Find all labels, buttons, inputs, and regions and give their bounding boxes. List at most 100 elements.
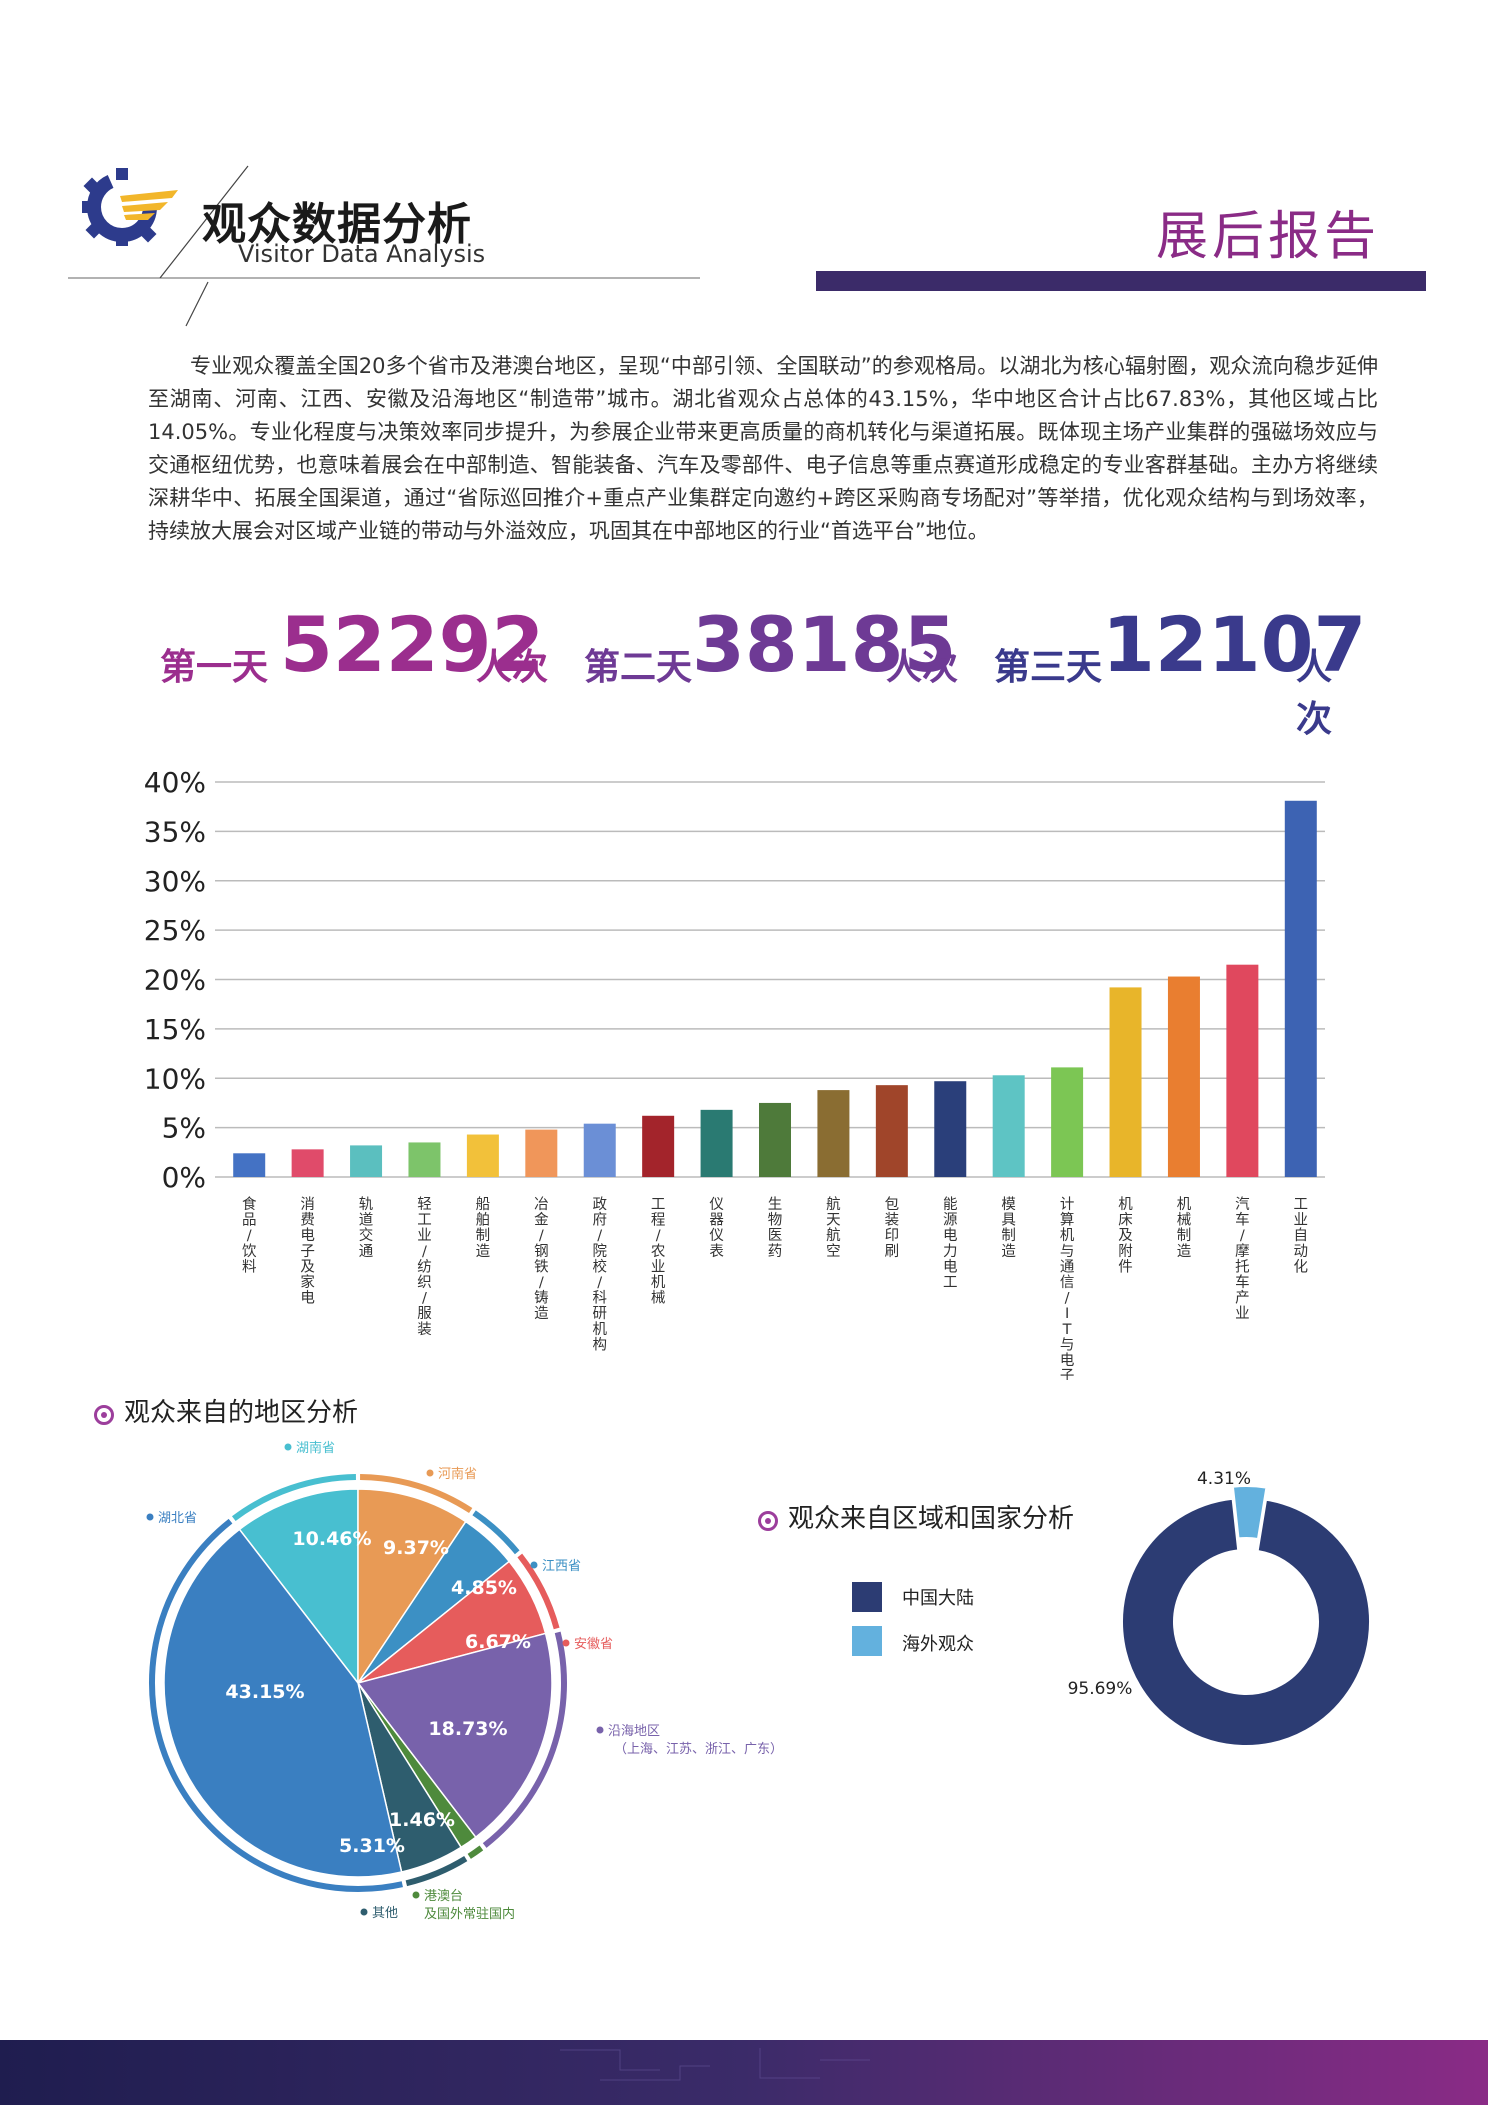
day3-unit: 人次 (1296, 647, 1333, 740)
pie-category-label: 湖北省 (158, 1511, 197, 1526)
x-tick-label: 能源电力电工 (943, 1196, 958, 1291)
pie-category-label: 湖南省 (296, 1440, 335, 1456)
pie-outer-ring (149, 1518, 403, 1892)
y-tick-label: 10% (144, 1062, 206, 1095)
page-subtitle: Visitor Data Analysis (238, 240, 486, 268)
bar (875, 1085, 908, 1177)
day2-unit: 人次 (886, 647, 959, 688)
daily-visitors: 第一天 52292 人次 第二天 38185 人次 第三天 12107 人次 (160, 600, 1366, 740)
country-section-label: 观众来自区域和国家分析 (788, 1504, 1075, 1534)
bar (466, 1134, 499, 1177)
region-section-title: 观众来自的地区分析 (94, 1392, 358, 1429)
pie-outer-ring (360, 1474, 473, 1514)
bar (1109, 987, 1142, 1177)
x-tick-label: 机床及附件 (1118, 1196, 1133, 1275)
y-tick-label: 30% (144, 865, 206, 898)
x-tick-label: 消费电子及家电 (300, 1196, 315, 1307)
pie-outer-ring (517, 1553, 560, 1630)
x-tick-label: 工程/农业机械 (651, 1197, 666, 1307)
pie-value-label: 4.85% (451, 1577, 517, 1599)
x-tick-label: 机械制造 (1177, 1196, 1192, 1260)
section-gear-icon (758, 1511, 778, 1531)
day2-label: 第二天 (584, 647, 693, 688)
header-slash (159, 165, 249, 279)
bar (291, 1149, 324, 1177)
x-tick-label: 轨道交通 (359, 1196, 374, 1260)
pie-outer-ring (472, 1510, 520, 1555)
pie-category-label: 其他 (372, 1906, 398, 1921)
bar (817, 1090, 850, 1177)
bar (1284, 800, 1317, 1177)
pie-value-label: 5.31% (339, 1835, 405, 1857)
x-tick-label: 包装印刷 (885, 1196, 900, 1260)
pie-value-label: 18.73% (428, 1718, 507, 1740)
donut-value-label-overseas: 4.31% (1197, 1469, 1251, 1489)
country-section-title: 观众来自区域和国家分析 (758, 1498, 1074, 1535)
legend-swatch-mainland (852, 1582, 882, 1612)
legend-dot (426, 1469, 434, 1477)
pie-slice (163, 1528, 403, 1878)
x-tick-label: 汽车/摩托车产业 (1235, 1196, 1250, 1322)
bar (525, 1129, 558, 1177)
x-tick-label: 生物医药 (768, 1196, 783, 1260)
header-decoration (68, 165, 700, 327)
bar (934, 1081, 967, 1177)
x-tick-label: 仪器仪表 (709, 1197, 724, 1260)
x-tick-label: 工业自动化 (1294, 1197, 1309, 1275)
pie-outer-ring (231, 1474, 356, 1522)
legend-swatch-overseas (852, 1626, 882, 1656)
donut-slice-overseas (1231, 1485, 1268, 1541)
region-section-label: 观众来自的地区分析 (124, 1398, 359, 1428)
pie-category-label: 河南省 (438, 1466, 477, 1482)
bar (583, 1123, 616, 1177)
x-tick-label: 食品/饮料 (242, 1196, 257, 1275)
y-tick-label: 25% (144, 914, 206, 947)
x-tick-label: 冶金/钢铁/铸造 (534, 1196, 549, 1322)
day2-value: 38185 (692, 600, 957, 689)
pie-outer-ring (467, 1845, 484, 1859)
bar (992, 1075, 1025, 1177)
pie-category-label: 江西省 (542, 1559, 581, 1574)
pie-slice (357, 1488, 467, 1686)
legend-dot (284, 1443, 292, 1451)
pie-value-label: 43.15% (225, 1681, 304, 1703)
pie-slice (356, 1632, 553, 1839)
legend-dot (412, 1891, 420, 1899)
bar (350, 1145, 383, 1177)
bar (700, 1109, 733, 1177)
legend-label-overseas: 海外观众 (902, 1634, 974, 1655)
day3-label: 第三天 (994, 647, 1103, 688)
legend-dot (146, 1513, 154, 1521)
pie-outer-ring (482, 1631, 567, 1848)
footer-band (0, 2040, 1488, 2105)
bar (408, 1142, 441, 1177)
y-tick-label: 20% (144, 964, 206, 997)
pie-category-label: 港澳台 (424, 1888, 463, 1904)
pie-category-label: 沿海地区 (608, 1724, 660, 1739)
x-tick-label: 轻工业/纺织/服装 (417, 1196, 432, 1338)
donut-value-label-mainland: 95.69% (1068, 1679, 1133, 1699)
day1-label: 第一天 (160, 647, 269, 688)
bar (233, 1153, 266, 1177)
pie-category-sublabel: 及国外常驻国内 (424, 1906, 515, 1922)
y-tick-label: 15% (144, 1013, 206, 1046)
pie-outer-ring (405, 1856, 468, 1887)
pie-category-sublabel: （上海、江苏、浙江、广东） (614, 1741, 783, 1757)
legend-label-mainland: 中国大陆 (902, 1588, 974, 1609)
pie-value-label: 6.67% (465, 1631, 531, 1653)
section-gear-icon (94, 1405, 114, 1425)
region-pie-chart: 10.46% 9.37%4.85% 6.67% 18.73% 1.46% 5.31% 43.… (146, 1440, 783, 1922)
bar (759, 1102, 791, 1177)
pie-slice (238, 1488, 359, 1686)
pie-value-label: 10.46% (292, 1528, 371, 1550)
y-tick-label: 5% (162, 1112, 206, 1145)
industry-bar-chart: 0% 5% 10% 15% 20% 25% 30% 35% 40% 食品/饮料 消费电子及家电 轨道交… (144, 766, 1325, 1380)
y-tick-label: 35% (144, 815, 206, 848)
x-tick-label: 航天航空 (826, 1196, 841, 1260)
legend-dot (562, 1639, 570, 1647)
day1-unit: 人次 (476, 647, 549, 688)
day3-value: 12107 (1102, 600, 1367, 689)
report-bar (816, 271, 1426, 291)
x-tick-label: 政府/院校/科研机构 (592, 1196, 607, 1353)
report-label: 展后报告 (1156, 207, 1381, 267)
